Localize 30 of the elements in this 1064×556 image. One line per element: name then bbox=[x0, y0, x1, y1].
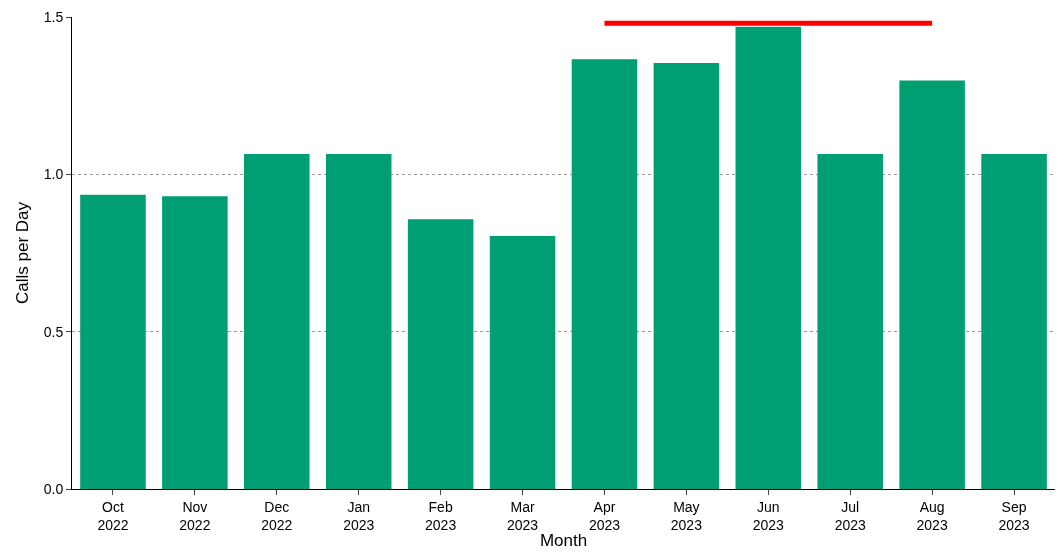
x-tick-label: Aug 2023 bbox=[916, 498, 948, 533]
bar bbox=[817, 153, 883, 489]
bar bbox=[80, 194, 146, 489]
y-tick-label: 1.5 bbox=[43, 8, 64, 25]
y-tick-label: 0.5 bbox=[43, 323, 64, 340]
x-tick-label: Mar 2023 bbox=[506, 498, 539, 533]
bar bbox=[407, 219, 474, 489]
x-tick-label: Jul 2023 bbox=[834, 498, 866, 533]
y-tick-label: 0.0 bbox=[43, 480, 64, 497]
bar bbox=[735, 26, 802, 489]
bar bbox=[244, 153, 310, 489]
bar bbox=[162, 196, 228, 489]
bar bbox=[899, 80, 965, 489]
x-tick-label: Dec 2022 bbox=[261, 498, 293, 533]
x-tick-label: May 2023 bbox=[670, 498, 703, 533]
x-tick-label: Oct 2022 bbox=[97, 498, 129, 533]
x-tick-label: Jan 2023 bbox=[343, 498, 375, 533]
x-tick-label: Apr 2023 bbox=[588, 498, 621, 533]
y-axis-title: Calls per Day bbox=[13, 201, 32, 305]
bar bbox=[653, 62, 720, 489]
x-tick-label: Feb 2023 bbox=[425, 498, 457, 533]
bar bbox=[571, 59, 638, 489]
x-tick-label: Sep 2023 bbox=[998, 498, 1030, 533]
y-tick-label: 1.0 bbox=[43, 166, 64, 183]
bar bbox=[489, 236, 556, 489]
x-tick-label: Jun 2023 bbox=[752, 498, 785, 533]
x-tick-label: Nov 2022 bbox=[179, 498, 211, 533]
x-axis-title: Month bbox=[539, 531, 588, 551]
bar bbox=[325, 153, 392, 489]
bar bbox=[981, 153, 1047, 489]
